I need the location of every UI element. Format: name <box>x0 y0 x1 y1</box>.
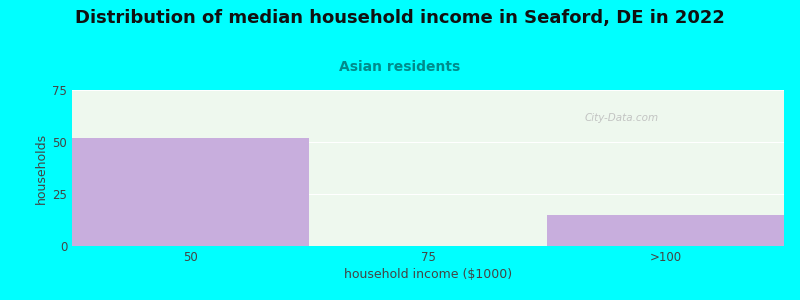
Text: Distribution of median household income in Seaford, DE in 2022: Distribution of median household income … <box>75 9 725 27</box>
Text: Asian residents: Asian residents <box>339 60 461 74</box>
X-axis label: household income ($1000): household income ($1000) <box>344 268 512 281</box>
Bar <box>546 215 784 246</box>
Text: City-Data.com: City-Data.com <box>585 113 658 123</box>
Bar <box>72 138 310 246</box>
Y-axis label: households: households <box>35 132 48 204</box>
